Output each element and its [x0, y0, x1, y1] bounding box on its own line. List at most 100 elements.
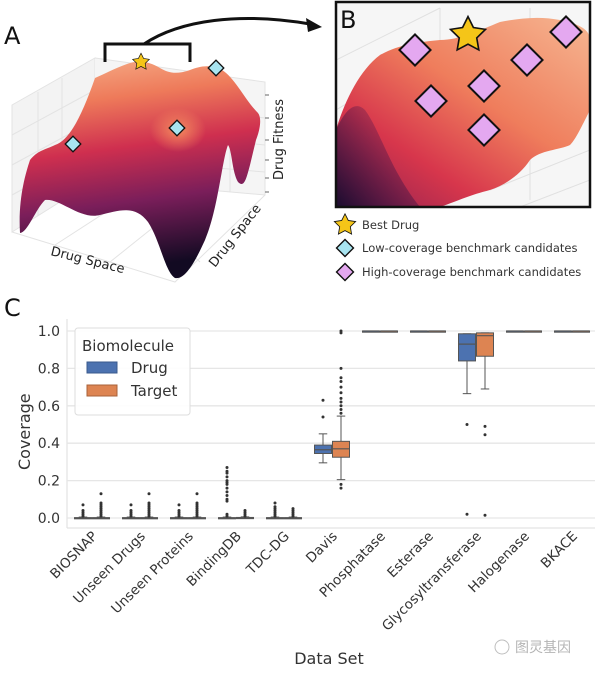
panel-a: A Drug Fitness Drug Space Drug Space	[4, 17, 322, 283]
box-iqr	[476, 332, 494, 357]
outlier-point	[177, 509, 181, 513]
outlier-point	[225, 486, 229, 490]
diamond-icon	[168, 119, 186, 137]
outlier-point	[99, 492, 103, 496]
outlier-point	[339, 408, 343, 412]
box-target-phosphatase	[380, 330, 398, 333]
outlier-point	[339, 411, 343, 415]
y-tick-label: 1.0	[38, 324, 60, 340]
outlier-point	[177, 503, 181, 507]
high-coverage-markers-b	[398, 15, 583, 147]
outlier-point	[321, 398, 325, 402]
outlier-point	[225, 466, 229, 470]
box-target-davis	[332, 329, 350, 490]
diamond-icon	[335, 262, 355, 282]
box-drug-unseen-drugs	[122, 503, 140, 520]
zoom-arrow	[143, 17, 311, 46]
box-iqr	[458, 333, 476, 362]
legend-label: High-coverage benchmark candidates	[362, 265, 581, 279]
diamond-icon	[467, 113, 501, 147]
diamond-icon	[64, 135, 82, 153]
outlier-point	[339, 404, 343, 408]
outlier-point	[225, 475, 229, 479]
outlier-point	[225, 512, 229, 516]
legend-swatch-drug	[86, 361, 118, 374]
outlier-point	[243, 509, 247, 513]
zoom-bracket	[103, 42, 192, 62]
outlier-point	[483, 424, 487, 428]
box-target-biosnap	[92, 492, 110, 520]
box-drug-esterase	[410, 330, 428, 333]
box-drug-biosnap	[74, 503, 92, 520]
x-tick-label: Unseen Proteins	[108, 529, 197, 618]
box-target-unseen-proteins	[188, 492, 206, 520]
legend-label-drug: Drug	[131, 359, 168, 377]
box-target-unseen-drugs	[140, 492, 158, 520]
box-target-esterase	[428, 330, 446, 333]
legend-label: Best Drug	[362, 218, 419, 232]
box-target-glycosyltransferase	[476, 332, 494, 517]
diamond-icon	[549, 15, 583, 49]
x-tick-label: BKACE	[538, 529, 581, 572]
y-tick-label: 0.0	[38, 511, 60, 527]
outlier-point	[339, 396, 343, 400]
panel-a-axis-ticks	[265, 94, 269, 193]
y-tick-label: 0.8	[38, 361, 60, 377]
diamond-icon	[398, 33, 432, 67]
outlier-point	[339, 366, 343, 370]
outlier-point	[339, 391, 343, 395]
arrow-head-icon	[306, 18, 322, 32]
y-tick-label: 0.6	[38, 399, 60, 415]
box-drug-unseen-proteins	[170, 503, 188, 520]
box-drug-glycosyltransferase	[458, 333, 476, 516]
outlier-point	[291, 507, 295, 511]
diamond-icon	[335, 238, 355, 258]
surface-shadow	[336, 106, 420, 207]
legend-item-high-coverage: High-coverage benchmark candidates	[335, 262, 581, 282]
box-drug-davis	[314, 398, 332, 464]
outlier-point	[225, 469, 229, 473]
outlier-point	[339, 486, 343, 490]
outlier-point	[321, 415, 325, 419]
outlier-point	[273, 505, 277, 509]
x-tick-label: Davis	[303, 529, 341, 567]
outlier-point	[225, 479, 229, 483]
outlier-point	[273, 501, 277, 505]
diamond-icon	[414, 84, 448, 118]
outlier-point	[81, 509, 85, 513]
box-drug-bkace	[554, 330, 572, 333]
outlier-point	[129, 509, 133, 513]
outlier-point	[225, 494, 229, 498]
legend-item-low-coverage: Low-coverage benchmark candidates	[335, 238, 578, 258]
outlier-point	[339, 385, 343, 389]
panel-b-letter: B	[340, 6, 356, 34]
outlier-point	[147, 501, 151, 505]
outlier-point	[483, 433, 487, 437]
best-drug-star-icon	[448, 14, 488, 52]
axis-label-drug-space-y: Drug Space	[206, 202, 264, 271]
legend-label: Low-coverage benchmark candidates	[362, 241, 578, 255]
outlier-point	[339, 376, 343, 380]
panel-a-letter: A	[4, 22, 21, 50]
outlier-point	[225, 497, 229, 501]
fitness-surface-a	[19, 61, 261, 279]
outlier-point	[339, 482, 343, 486]
outlier-point	[195, 501, 199, 505]
legend-title: Biomolecule	[82, 337, 174, 355]
box-drug-phosphatase	[362, 330, 380, 333]
outlier-point	[465, 512, 469, 516]
outlier-point	[483, 513, 487, 517]
panel-b: B	[334, 0, 592, 209]
outlier-point	[81, 503, 85, 507]
wechat-icon	[494, 639, 510, 655]
best-drug-star-icon	[131, 52, 151, 70]
marker-legend: Best Drug Low-coverage benchmark candida…	[333, 212, 581, 282]
outlier-point	[339, 379, 343, 383]
box-target-bindingdb	[236, 509, 254, 520]
outlier-point	[195, 492, 199, 496]
star-icon	[333, 212, 357, 235]
outlier-point	[99, 501, 103, 505]
box-drug-tdc-dg	[266, 501, 284, 520]
